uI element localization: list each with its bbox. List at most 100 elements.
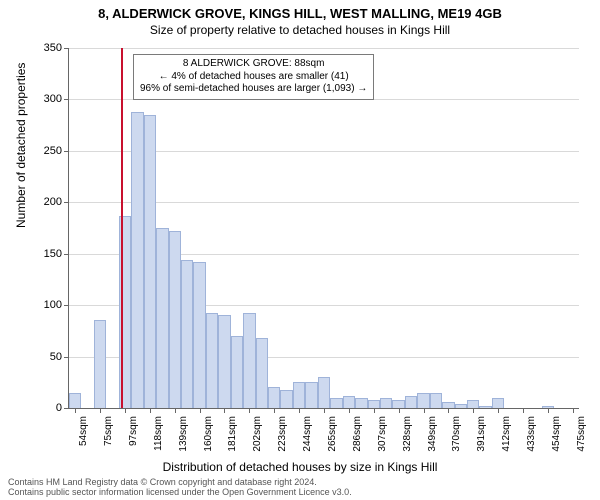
- xtick-mark: [573, 408, 574, 413]
- xtick-label: 181sqm: [227, 416, 238, 452]
- ytick-mark: [64, 408, 69, 409]
- gridline: [69, 99, 579, 100]
- histogram-bar: [69, 393, 81, 408]
- xtick-label: 244sqm: [302, 416, 313, 452]
- xtick-label: 202sqm: [252, 416, 263, 452]
- histogram-bar: [218, 315, 230, 408]
- histogram-bar: [330, 398, 342, 408]
- xtick-label: 391sqm: [476, 416, 487, 452]
- xtick-mark: [324, 408, 325, 413]
- histogram-bar: [231, 336, 243, 408]
- xtick-mark: [448, 408, 449, 413]
- histogram-bar: [268, 387, 280, 408]
- ytick-mark: [64, 202, 69, 203]
- ytick-label: 100: [22, 299, 62, 311]
- xtick-label: 433sqm: [526, 416, 537, 452]
- histogram-bar: [206, 313, 218, 408]
- histogram-bar: [94, 320, 106, 408]
- histogram-bar: [343, 396, 355, 408]
- xtick-mark: [200, 408, 201, 413]
- histogram-bar: [467, 400, 479, 408]
- xtick-label: 139sqm: [178, 416, 189, 452]
- x-axis-label: Distribution of detached houses by size …: [0, 460, 600, 474]
- histogram-bar: [305, 382, 317, 408]
- xtick-label: 475sqm: [576, 416, 587, 452]
- annotation-line: 96% of semi-detached houses are larger (…: [140, 83, 367, 96]
- footer-line2: Contains public sector information licen…: [8, 488, 352, 498]
- xtick-label: 286sqm: [352, 416, 363, 452]
- xtick-mark: [100, 408, 101, 413]
- histogram-bar: [380, 398, 392, 408]
- xtick-label: 328sqm: [402, 416, 413, 452]
- xtick-mark: [399, 408, 400, 413]
- chart-area: 8 ALDERWICK GROVE: 88sqm← 4% of detached…: [68, 48, 578, 408]
- histogram-bar: [243, 313, 255, 408]
- histogram-bar: [405, 396, 417, 408]
- histogram-bar: [355, 398, 367, 408]
- annotation-box: 8 ALDERWICK GROVE: 88sqm← 4% of detached…: [133, 54, 374, 100]
- xtick-label: 118sqm: [153, 416, 164, 451]
- xtick-label: 454sqm: [551, 416, 562, 452]
- histogram-bar: [455, 404, 467, 408]
- histogram-bar: [368, 400, 380, 408]
- histogram-bar: [293, 382, 305, 408]
- ytick-mark: [64, 357, 69, 358]
- reference-line: [121, 48, 123, 408]
- xtick-mark: [523, 408, 524, 413]
- ytick-label: 300: [22, 93, 62, 105]
- xtick-mark: [548, 408, 549, 413]
- xtick-mark: [150, 408, 151, 413]
- xtick-label: 223sqm: [277, 416, 288, 452]
- histogram-bar: [417, 393, 429, 408]
- xtick-mark: [75, 408, 76, 413]
- footer-attribution: Contains HM Land Registry data © Crown c…: [8, 478, 352, 498]
- histogram-bar: [492, 398, 504, 408]
- xtick-mark: [374, 408, 375, 413]
- xtick-mark: [125, 408, 126, 413]
- histogram-bar: [156, 228, 168, 408]
- histogram-bar: [318, 377, 330, 408]
- xtick-mark: [249, 408, 250, 413]
- chart-subtitle: Size of property relative to detached ho…: [0, 21, 600, 37]
- chart-container: 8, ALDERWICK GROVE, KINGS HILL, WEST MAL…: [0, 0, 600, 500]
- xtick-label: 160sqm: [203, 416, 214, 452]
- xtick-label: 97sqm: [128, 416, 139, 446]
- xtick-mark: [175, 408, 176, 413]
- xtick-label: 349sqm: [427, 416, 438, 452]
- ytick-mark: [64, 305, 69, 306]
- xtick-mark: [274, 408, 275, 413]
- ytick-label: 50: [22, 351, 62, 363]
- ytick-label: 150: [22, 248, 62, 260]
- annotation-line: ← 4% of detached houses are smaller (41): [140, 71, 367, 84]
- xtick-mark: [498, 408, 499, 413]
- histogram-bar: [280, 390, 292, 409]
- histogram-bar: [181, 260, 193, 408]
- ytick-label: 250: [22, 145, 62, 157]
- histogram-bar: [131, 112, 143, 408]
- xtick-label: 370sqm: [451, 416, 462, 452]
- ytick-mark: [64, 254, 69, 255]
- annotation-line: 8 ALDERWICK GROVE: 88sqm: [140, 58, 367, 71]
- histogram-bar: [392, 400, 404, 408]
- ytick-label: 350: [22, 42, 62, 54]
- ytick-mark: [64, 48, 69, 49]
- xtick-label: 265sqm: [327, 416, 338, 452]
- xtick-mark: [424, 408, 425, 413]
- histogram-bar: [256, 338, 268, 408]
- xtick-label: 54sqm: [78, 416, 89, 446]
- ytick-mark: [64, 151, 69, 152]
- histogram-bar: [193, 262, 205, 408]
- histogram-bar: [169, 231, 181, 408]
- xtick-label: 412sqm: [501, 416, 512, 452]
- ytick-label: 0: [22, 402, 62, 414]
- chart-title: 8, ALDERWICK GROVE, KINGS HILL, WEST MAL…: [0, 0, 600, 21]
- ytick-label: 200: [22, 196, 62, 208]
- xtick-mark: [473, 408, 474, 413]
- xtick-mark: [299, 408, 300, 413]
- xtick-label: 75sqm: [103, 416, 114, 446]
- xtick-label: 307sqm: [377, 416, 388, 452]
- xtick-mark: [224, 408, 225, 413]
- xtick-mark: [349, 408, 350, 413]
- histogram-bar: [479, 406, 491, 408]
- histogram-bar: [144, 115, 156, 408]
